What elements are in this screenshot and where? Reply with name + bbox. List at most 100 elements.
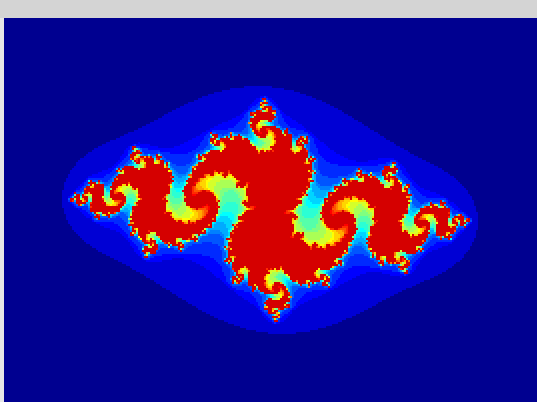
fractal-pixel-run <box>320 214 322 216</box>
fractal-pixel-run <box>204 212 206 214</box>
fractal-pixel-run <box>254 142 258 144</box>
fractal-pixel-run <box>330 278 332 280</box>
fractal-pixel-run <box>320 238 330 240</box>
fractal-pixel-run <box>124 206 132 208</box>
fractal-pixel-run <box>408 200 410 202</box>
fractal-pixel-run <box>240 326 326 328</box>
fractal-pixel-run <box>332 214 334 216</box>
fractal-pixel-run <box>404 190 406 192</box>
fractal-pixel-run <box>318 166 384 168</box>
fractal-pixel-run <box>240 276 242 278</box>
fractal-pixel-run <box>342 240 352 242</box>
fractal-pixel-run <box>128 154 130 156</box>
fractal-pixel-run <box>182 188 184 190</box>
fractal-pixel-run <box>184 244 186 246</box>
fractal-pixel-run <box>146 252 148 254</box>
fractal-pixel-run <box>254 100 260 102</box>
fractal-pixel-run <box>76 206 88 208</box>
fractal-pixel-run <box>328 284 330 286</box>
fractal-pixel-run <box>130 152 132 154</box>
fractal-pixel-run <box>372 172 382 174</box>
fractal-pixel-run <box>430 240 452 242</box>
fractal-pixel-run <box>330 290 402 292</box>
fractal-pixel-run <box>206 176 214 178</box>
fractal-pixel-run <box>418 246 420 248</box>
fractal-pixel-run <box>270 144 272 146</box>
fractal-pixel-run <box>390 184 392 186</box>
fractal-pixel-run <box>366 244 368 246</box>
fractal-pixel-run <box>266 136 272 138</box>
fractal-pixel-run <box>318 148 330 150</box>
fractal-pixel-run <box>186 196 216 198</box>
fractal-pixel-run <box>310 246 312 248</box>
fractal-pixel-run <box>178 214 182 216</box>
fractal-pixel-run <box>222 266 228 268</box>
fractal-pixel-run <box>190 208 192 210</box>
fractal-pixel-run <box>250 302 258 304</box>
fractal-pixel-run <box>356 172 362 174</box>
fractal-pixel-run <box>358 228 360 230</box>
fractal-pixel-run <box>440 194 470 196</box>
fractal-pixel-run <box>228 170 230 172</box>
fractal-pixel-run <box>322 284 328 286</box>
fractal-pixel-run <box>436 232 446 234</box>
fractal-pixel-run <box>370 256 372 258</box>
fractal-pixel-run <box>230 256 232 258</box>
fractal-pixel-run <box>398 260 400 262</box>
fractal-pixel-run <box>452 212 464 214</box>
fractal-pixel-run <box>132 146 136 148</box>
fractal-pixel-run <box>396 260 398 262</box>
fractal-pixel-run <box>196 154 198 156</box>
fractal-pixel-run <box>338 228 340 230</box>
fractal-pixel-run <box>290 288 292 290</box>
fractal-pixel-run <box>228 216 234 218</box>
fractal-pixel-run <box>124 134 200 136</box>
fractal-pixel-run <box>124 192 128 194</box>
fractal-pixel-run <box>344 184 346 186</box>
fractal-pixel-run <box>188 242 202 244</box>
fractal-pixel-run <box>436 204 438 206</box>
fractal-pixel-run <box>198 192 212 194</box>
fractal-pixel-run <box>288 286 290 288</box>
fractal-pixel-run <box>132 212 164 214</box>
fractal-pixel-run <box>356 238 364 240</box>
fractal-pixel-run <box>372 254 374 256</box>
fractal-pixel-run <box>128 222 130 224</box>
fractal-pixel-run <box>368 174 370 176</box>
fractal-pixel-run <box>234 258 336 260</box>
fractal-pixel-run <box>268 298 272 300</box>
fractal-pixel-run <box>406 270 408 272</box>
fractal-pixel-run <box>408 270 410 272</box>
fractal-pixel-run <box>214 224 226 226</box>
fractal-pixel-run <box>188 174 192 176</box>
fractal-pixel-run <box>400 252 402 254</box>
fractal-pixel-run <box>400 260 402 262</box>
fractal-pixel-run <box>336 258 338 260</box>
fractal-pixel-run <box>400 178 402 180</box>
fractal-pixel-run <box>220 212 222 214</box>
fractal-pixel-run <box>216 184 236 186</box>
fractal-pixel-run <box>172 174 174 176</box>
fractal-pixel-run <box>304 238 308 240</box>
fractal-pixel-run <box>196 186 202 188</box>
fractal-pixel-run <box>286 274 288 276</box>
fractal-pixel-run <box>460 230 464 232</box>
fractal-pixel-run <box>330 162 386 164</box>
fractal-pixel-run <box>266 130 268 132</box>
fractal-pixel-run <box>432 214 434 216</box>
fractal-pixel-run <box>330 280 332 282</box>
fractal-pixel-run <box>250 104 256 106</box>
fractal-pixel-run <box>206 212 208 214</box>
fractal-pixel-run <box>62 202 70 204</box>
fractal-pixel-run <box>122 234 128 236</box>
fractal-pixel-run <box>236 222 238 224</box>
fractal-pixel-run <box>296 218 298 220</box>
fractal-pixel-run <box>142 152 144 154</box>
fractal-pixel-run <box>62 194 70 196</box>
fractal-pixel-run <box>418 210 420 212</box>
fractal-pixel-run <box>194 164 196 166</box>
fractal-pixel-run <box>302 228 306 230</box>
fractal-pixel-run <box>126 198 128 200</box>
fractal-pixel-run <box>226 224 232 226</box>
fractal-pixel-run <box>358 180 362 182</box>
